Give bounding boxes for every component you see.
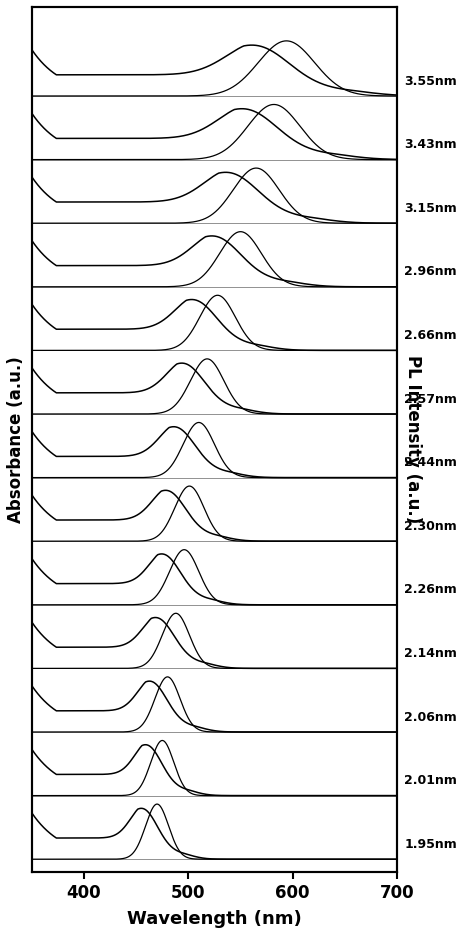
X-axis label: Wavelength (nm): Wavelength (nm) xyxy=(127,910,301,928)
Text: 3.43nm: 3.43nm xyxy=(403,138,456,151)
Text: 3.15nm: 3.15nm xyxy=(403,202,456,215)
Y-axis label: Absorbance (a.u.): Absorbance (a.u.) xyxy=(7,356,25,523)
Text: 1.95nm: 1.95nm xyxy=(403,838,456,851)
Text: 2.14nm: 2.14nm xyxy=(403,647,456,660)
Text: 2.30nm: 2.30nm xyxy=(403,520,456,533)
Text: 2.96nm: 2.96nm xyxy=(403,266,456,279)
Text: 2.26nm: 2.26nm xyxy=(403,583,456,597)
Text: 2.01nm: 2.01nm xyxy=(403,774,456,787)
Y-axis label: PL Intensity (a.u.): PL Intensity (a.u.) xyxy=(403,355,421,524)
Text: 3.55nm: 3.55nm xyxy=(403,75,456,88)
Text: 2.66nm: 2.66nm xyxy=(403,329,456,342)
Text: 2.57nm: 2.57nm xyxy=(403,393,456,406)
Text: 2.06nm: 2.06nm xyxy=(403,711,456,724)
Text: 2.44nm: 2.44nm xyxy=(403,456,456,469)
